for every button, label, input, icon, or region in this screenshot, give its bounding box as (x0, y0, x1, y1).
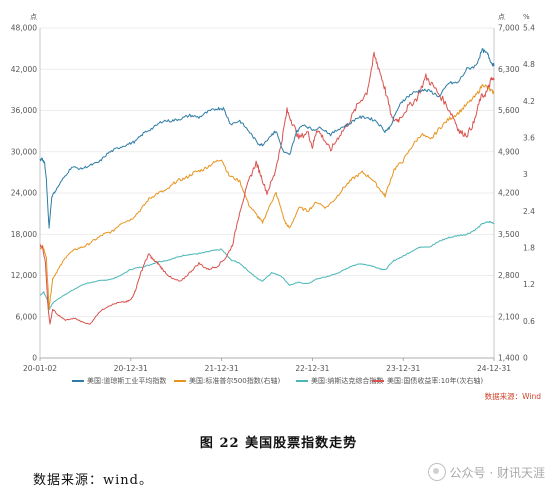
y-left-tick-label: 42,000 (11, 65, 37, 74)
y-right2-tick-label: 3.6 (523, 134, 535, 143)
y-right2-unit: % (523, 13, 530, 21)
y-right2-tick-label: 1.2 (523, 280, 535, 289)
y-right2-tick-label: 2.4 (523, 207, 535, 216)
series-line-2 (39, 220, 495, 311)
y-right2-tick-label: 4.2 (523, 97, 535, 106)
legend-item-nasdaq: 美国:纳斯达克综合指数 (296, 376, 383, 386)
x-tick-label: 23-12-31 (386, 364, 420, 373)
legend-swatch-nasdaq (296, 380, 308, 382)
figure-caption: 图 22 美国股票指数走势 (199, 436, 358, 451)
legend-item-treasury: 美国:国债收益率:10年(次右轴) (372, 376, 483, 386)
y-right2-tick-label: 3 (523, 170, 528, 179)
y-right1-tick-label: 4,900 (498, 147, 520, 156)
y-left-tick-label: 18,000 (11, 230, 37, 239)
x-tick-label: 22-12-31 (295, 364, 329, 373)
series-line-1 (39, 83, 495, 310)
y-left-tick-label: 36,000 (11, 106, 37, 115)
watermark: 公众号 · 财讯天涯 (427, 463, 545, 481)
wechat-icon (427, 463, 446, 481)
y-right2-tick-label: 0 (523, 354, 528, 363)
y-right1-tick-label: 6,300 (498, 65, 520, 74)
legend-label-treasury: 美国:国债收益率:10年(次右轴) (387, 377, 484, 385)
y-right1-tick-label: 2,100 (498, 312, 520, 321)
y-left-tick-label: 24,000 (11, 189, 37, 198)
x-tick-label: 20-12-31 (114, 364, 148, 373)
legend-swatch-sp500 (174, 380, 186, 382)
legend-item-dow: 美国:道琼斯工业平均指数 (72, 376, 166, 386)
y-right1-tick-label: 7,000 (498, 24, 520, 33)
y-right2-tick-label: 0.6 (523, 317, 535, 326)
legend-swatch-dow (72, 380, 84, 382)
x-tick-label: 24-12-31 (477, 364, 511, 373)
x-tick-label: 20-01-02 (23, 364, 57, 373)
chart-source-note: 数据来源：Wind (484, 392, 541, 401)
legend-item-sp500: 美国:标准普尔500指数(右轴) (174, 376, 280, 386)
y-left-tick-label: 48,000 (11, 24, 37, 33)
y-right1-tick-label: 3,500 (498, 230, 520, 239)
y-right2-tick-label: 1.8 (523, 244, 535, 253)
watermark-text: 公众号 · 财讯天涯 (449, 465, 545, 480)
y-right1-tick-label: 4,200 (498, 189, 520, 198)
stock-index-chart: 0 6,000 12,000 18,000 24,000 30,000 36,000 42,0… (11, 13, 535, 373)
series-line-3 (39, 51, 495, 325)
y-right2-tick-label: 4.8 (523, 60, 535, 69)
y-right1-tick-label: 5,600 (498, 106, 520, 115)
x-tick-label: 21-12-31 (205, 364, 239, 373)
legend-label-nasdaq: 美国:纳斯达克综合指数 (311, 377, 384, 385)
legend-swatch-treasury (372, 380, 384, 382)
y-left-tick-label: 12,000 (11, 271, 37, 280)
legend-label-dow: 美国:道琼斯工业平均指数 (87, 377, 167, 385)
y-right1-unit: 点 (498, 13, 505, 21)
y-left-tick-label: 30,000 (11, 147, 37, 156)
legend-label-sp500: 美国:标准普尔500指数(右轴) (189, 377, 281, 385)
y-left-tick-label: 0 (32, 354, 37, 363)
y-left-unit: 点 (30, 13, 37, 21)
data-source-note: 数据来源：wind。 (33, 473, 153, 488)
series-line-0 (39, 48, 495, 229)
y-left-tick-label: 6,000 (16, 312, 38, 321)
chart-legend: 美国:道琼斯工业平均指数 美国:标准普尔500指数(右轴) 美国:纳斯达克综合指… (0, 376, 557, 390)
y-right1-tick-label: 2,800 (498, 271, 520, 280)
y-right2-tick-label: 5.4 (523, 24, 535, 33)
y-right1-tick-label: 1,400 (498, 354, 520, 363)
